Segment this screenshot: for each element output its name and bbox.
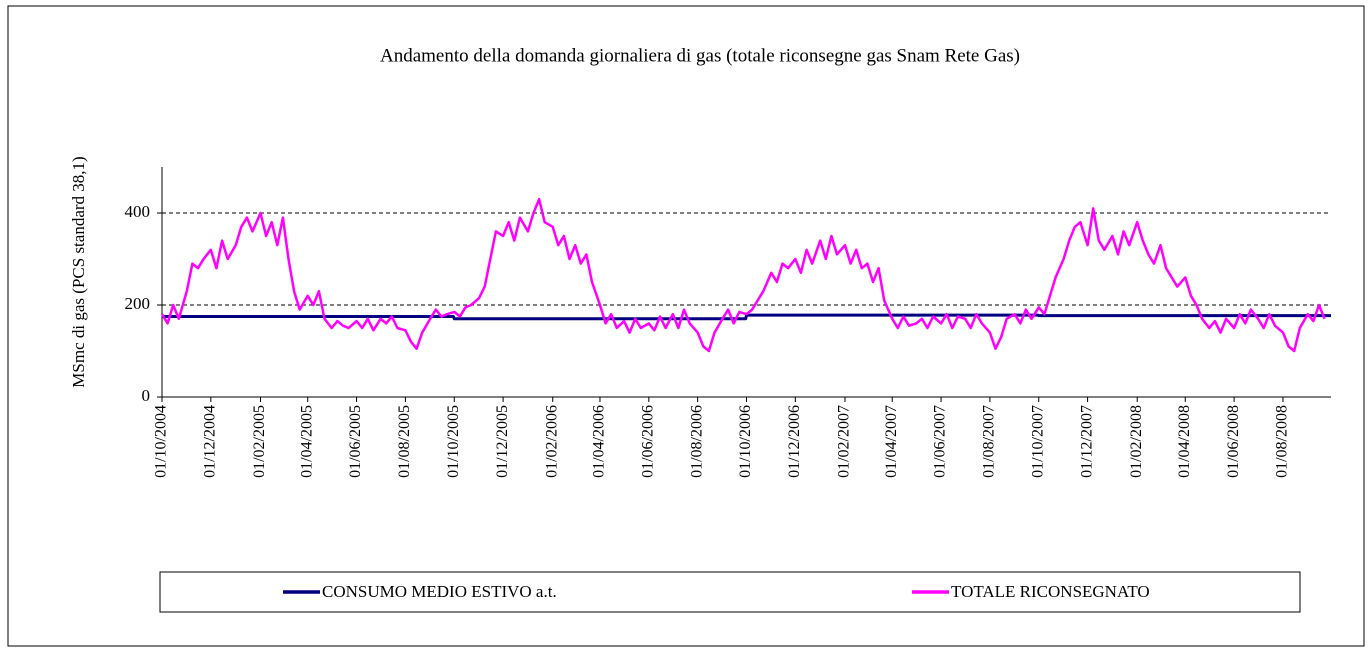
legend-label: TOTALE RICONSEGNATO	[951, 582, 1150, 601]
series-line	[162, 313, 1331, 321]
y-tick-label: 200	[125, 294, 151, 313]
y-tick-label: 0	[142, 386, 151, 405]
x-tick-label: 01/02/2007	[836, 405, 853, 478]
x-tick-label: 01/08/2006	[688, 405, 705, 478]
y-tick-label: 400	[125, 202, 151, 221]
y-axis-label: MSmc di gas (PCS standard 38,1)	[69, 156, 88, 387]
series-line	[160, 197, 1326, 353]
x-tick-label: 01/12/2005	[494, 405, 511, 478]
x-tick-label: 01/08/2007	[981, 405, 998, 478]
x-tick-label: 01/04/2008	[1176, 405, 1193, 478]
x-tick-label: 01/06/2006	[639, 405, 656, 478]
x-tick-label: 01/04/2007	[883, 405, 900, 478]
x-tick-label: 01/12/2004	[202, 405, 219, 478]
x-tick-label: 01/08/2008	[1274, 405, 1291, 478]
legend-label: CONSUMO MEDIO ESTIVO a.t.	[322, 582, 557, 601]
chart-title: Andamento della domanda giornaliera di g…	[380, 45, 1020, 66]
x-tick-label: 01/02/2008	[1128, 405, 1145, 478]
x-tick-label: 01/10/2004	[153, 405, 170, 478]
x-tick-label: 01/04/2006	[591, 405, 608, 478]
x-tick-label: 01/12/2006	[786, 405, 803, 478]
x-tick-label: 01/10/2006	[737, 405, 754, 478]
x-tick-label: 01/04/2005	[298, 405, 315, 478]
x-tick-label: 01/06/2007	[932, 405, 949, 478]
x-tick-label: 01/12/2007	[1078, 405, 1095, 478]
legend-box	[159, 571, 1301, 613]
x-tick-label: 01/06/2005	[347, 405, 364, 478]
x-tick-label: 01/10/2007	[1029, 405, 1046, 478]
x-tick-label: 01/02/2006	[543, 405, 560, 478]
x-tick-label: 01/10/2005	[445, 405, 462, 478]
chart-frame	[7, 5, 1365, 647]
x-tick-label: 01/06/2008	[1225, 405, 1242, 478]
x-tick-label: 01/02/2005	[251, 405, 268, 478]
x-tick-label: 01/08/2005	[396, 405, 413, 478]
